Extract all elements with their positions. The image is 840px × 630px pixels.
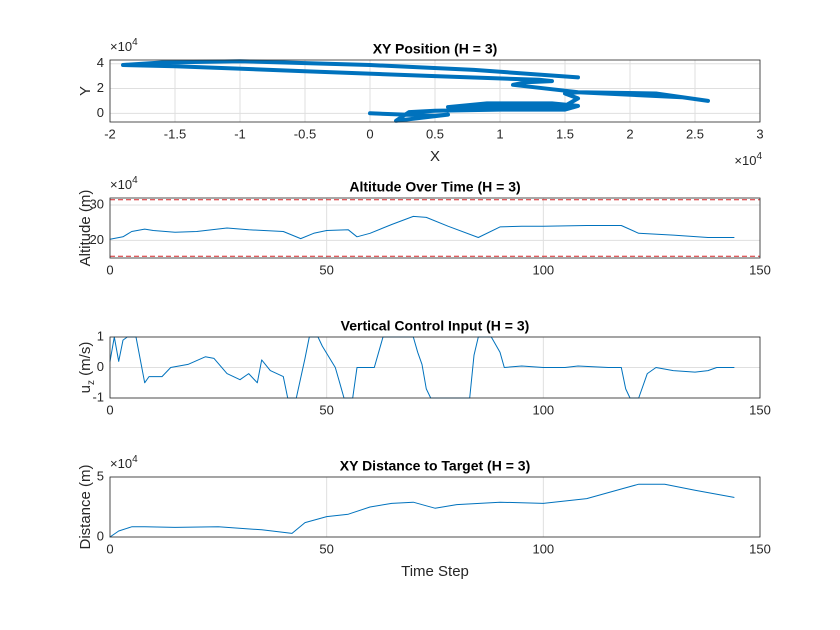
y-tick-label: 0 (97, 359, 104, 374)
multiplier-base: ×10 (110, 456, 132, 471)
axis-multiplier: ×104 (734, 151, 762, 168)
subplot-title: Vertical Control Input (H = 3) (341, 318, 530, 334)
axes-box (109, 476, 761, 538)
x-tick-label: 100 (532, 541, 554, 556)
y-axis-label-text: Y (77, 86, 94, 96)
x-tick-label: 0 (366, 126, 373, 141)
y-axis-label-rest: (m/s) (77, 342, 94, 380)
y-axis-label: uz (m/s) (77, 342, 97, 394)
multiplier-exponent: 4 (132, 37, 138, 48)
y-tick-label: 4 (97, 55, 104, 70)
x-tick-label: 150 (749, 262, 771, 277)
x-tick-label: -2 (104, 126, 116, 141)
data-line (109, 483, 735, 538)
y-axis-label: Distance (m) (77, 464, 94, 549)
y-tick-label: 5 (97, 468, 104, 483)
y-axis-label-text: Altitude (m) (77, 190, 94, 267)
multiplier-exponent: 4 (132, 175, 138, 186)
subplot: 0 50 100 150 0 5 XY Distance to Target (H = 3)… (77, 454, 771, 580)
data-line (109, 215, 735, 240)
x-tick-label: 1.5 (556, 126, 574, 141)
x-tick-label: 2.5 (686, 126, 704, 141)
multiplier-base: ×10 (734, 153, 756, 168)
axes-background (110, 198, 760, 258)
y-tick-label: 0 (97, 105, 104, 120)
subplot-title: Altitude Over Time (H = 3) (349, 179, 520, 195)
x-tick-label: 50 (319, 541, 333, 556)
y-axis-label-text: Distance (m) (77, 464, 94, 549)
y-tick-label: 0 (97, 528, 104, 543)
x-tick-label: 100 (532, 402, 554, 417)
multiplier-exponent: 4 (756, 151, 762, 162)
axis-multiplier: ×104 (110, 454, 138, 471)
axes-box (109, 336, 761, 399)
x-axis-label: X (430, 148, 440, 165)
subplot-title: XY Position (H = 3) (373, 41, 498, 57)
y-axis-label: Y (77, 86, 94, 96)
axes-box (109, 197, 761, 259)
subplot-title: XY Distance to Target (H = 3) (340, 458, 530, 474)
y-tick-label: 2 (97, 80, 104, 95)
multiplier-base: ×10 (110, 39, 132, 54)
x-tick-label: 2 (626, 126, 633, 141)
data-line (109, 336, 735, 399)
axis-multiplier: ×104 (110, 37, 138, 54)
x-tick-label: 0 (106, 541, 113, 556)
y-tick-label: -1 (92, 389, 104, 404)
x-tick-label: 150 (749, 402, 771, 417)
y-tick-label: 20 (90, 232, 104, 247)
y-axis-label-text: u (77, 385, 94, 393)
x-tick-label: 0.5 (426, 126, 444, 141)
y-axis-label-sub: z (86, 380, 97, 385)
x-tick-label: 0 (106, 402, 113, 417)
axes-box (109, 59, 761, 123)
x-tick-label: 0 (106, 262, 113, 277)
subplot: 0 50 100 150 20 30 Altitude Over Time (H = 3) A… (77, 175, 771, 277)
x-tick-label: -0.5 (294, 126, 316, 141)
axis-multiplier: ×104 (110, 175, 138, 192)
x-tick-label: 100 (532, 262, 554, 277)
multiplier-base: ×10 (110, 177, 132, 192)
data-line (121, 59, 710, 123)
x-tick-label: 150 (749, 541, 771, 556)
x-tick-label: 3 (756, 126, 763, 141)
x-tick-label: -1 (234, 126, 246, 141)
y-tick-label: 30 (90, 196, 104, 211)
x-tick-label: 50 (319, 402, 333, 417)
x-axis-label: Time Step (401, 563, 469, 580)
x-tick-label: 50 (319, 262, 333, 277)
x-tick-label: -1.5 (164, 126, 186, 141)
axes-background (110, 477, 760, 537)
y-axis-label: Altitude (m) (77, 190, 94, 267)
x-tick-label: 1 (496, 126, 503, 141)
multiplier-exponent: 4 (132, 454, 138, 465)
subplot: -2 -1.5 -1 -0.5 0 0.5 1 1.5 2 2.5 3 0 2 4 XY Position … (77, 37, 764, 168)
y-tick-label: 1 (97, 328, 104, 343)
